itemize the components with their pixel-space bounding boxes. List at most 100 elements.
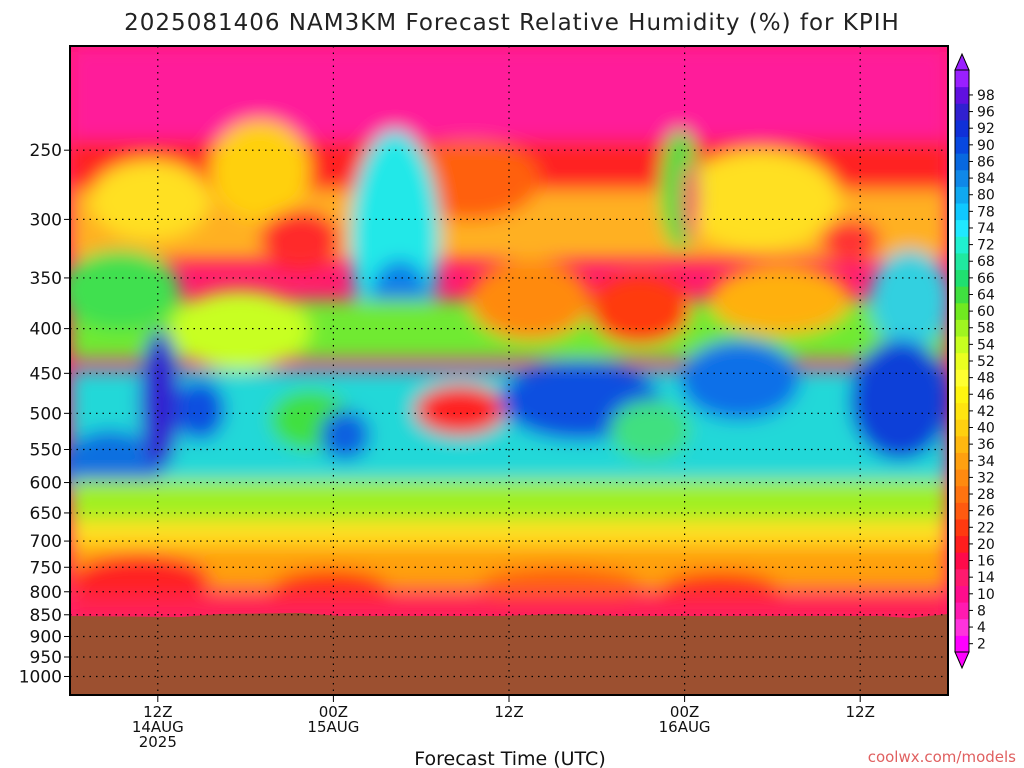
y-tick-label: 600 [30,474,62,494]
colorbar-label: 40 [977,421,995,437]
x-tick-label: 00Z [670,703,699,721]
credit-text: coolwx.com/models [868,748,1016,766]
colorbar-swatch [955,352,969,370]
colorbar-swatch [955,419,969,437]
colorbar-swatch [955,568,969,586]
colorbar-swatch [955,319,969,337]
colorbar-swatch [955,286,969,304]
colorbar-label: 26 [977,504,995,520]
colorbar-swatch [955,552,969,570]
colorbar-swatch [955,252,969,271]
colorbar-swatch [955,402,969,420]
colorbar-swatch [955,518,969,537]
y-tick-label: 300 [30,210,62,230]
plot-area [70,46,948,695]
colorbar: 2481014162022262832343640424648525458606… [954,52,995,670]
colorbar-label: 10 [977,587,995,603]
x-tick-label: 12Z [846,703,875,721]
y-tick-label: 550 [30,441,62,461]
colorbar-swatch [955,635,969,653]
colorbar-swatch [955,602,969,620]
colorbar-label: 68 [977,254,995,270]
colorbar-label: 66 [977,271,995,287]
y-tick-label: 950 [30,648,62,668]
chart-title: 2025081406 NAM3KM Forecast Relative Humi… [124,10,900,36]
colorbar-swatch [955,86,969,104]
colorbar-swatch [955,302,969,320]
colorbar-label: 4 [977,620,986,636]
x-tick-label: 14AUG [132,718,184,736]
colorbar-label: 28 [977,487,995,503]
colorbar-swatch [955,136,969,154]
colorbar-swatch [955,336,969,354]
y-tick-label: 700 [30,532,62,552]
y-tick-label: 750 [30,558,62,578]
colorbar-label: 98 [977,88,995,104]
y-tick-label: 350 [30,269,62,289]
colorbar-label: 46 [977,387,995,403]
colorbar-swatch [955,502,969,520]
terrain-fill [70,613,948,695]
y-tick-label: 250 [30,141,62,161]
colorbar-label: 74 [977,221,995,237]
colorbar-swatch [955,452,969,470]
colorbar-max-arrow [954,52,970,71]
colorbar-label: 72 [977,238,995,254]
colorbar-swatch [955,585,969,603]
x-tick-label: 12Z [494,703,523,721]
colorbar-label: 86 [977,154,995,170]
colorbar-label: 48 [977,371,995,387]
colorbar-label: 90 [977,138,995,154]
y-axis-ticks: 2503003504004505005506006507007508008509… [19,141,70,687]
colorbar-swatch [955,70,969,88]
y-tick-label: 450 [30,364,62,384]
colorbar-label: 58 [977,321,995,337]
colorbar-swatch [955,186,969,204]
colorbar-swatch [955,485,969,503]
y-tick-label: 800 [30,583,62,603]
colorbar-label: 84 [977,171,995,187]
colorbar-swatch [955,435,969,453]
colorbar-label: 14 [977,570,995,586]
colorbar-swatch [955,153,969,171]
colorbar-swatch [955,236,969,254]
x-axis-label: Forecast Time (UTC) [414,748,605,768]
colorbar-swatch [955,269,969,287]
y-tick-label: 1000 [19,667,62,687]
colorbar-label: 34 [977,454,995,470]
colorbar-swatch [955,169,969,187]
y-tick-label: 650 [30,504,62,524]
colorbar-label: 80 [977,188,995,204]
y-tick-label: 850 [30,606,62,626]
colorbar-label: 78 [977,204,995,220]
colorbar-label: 52 [977,354,995,370]
colorbar-swatch [955,203,969,221]
y-tick-label: 900 [30,627,62,647]
colorbar-label: 36 [977,437,995,453]
x-tick-label: 15AUG [307,718,359,736]
y-tick-label: 400 [30,320,62,340]
x-tick-label: 2025 [139,733,177,751]
colorbar-label: 92 [977,121,995,137]
colorbar-min-arrow [954,651,970,670]
colorbar-label: 22 [977,520,995,536]
colorbar-label: 2 [977,637,986,653]
colorbar-label: 54 [977,337,995,353]
humidity-field [70,46,948,617]
colorbar-label: 42 [977,404,995,420]
colorbar-swatch [955,469,969,487]
colorbar-label: 32 [977,470,995,486]
colorbar-label: 96 [977,105,995,121]
colorbar-swatch [955,385,969,404]
x-tick-label: 12Z [143,703,172,721]
colorbar-swatch [955,219,969,237]
colorbar-label: 8 [977,603,986,619]
colorbar-label: 16 [977,554,995,570]
x-tick-label: 00Z [319,703,348,721]
colorbar-swatch [955,618,969,636]
colorbar-swatch [955,535,969,553]
x-tick-label: 16AUG [659,718,711,736]
grid-lines [70,46,948,695]
